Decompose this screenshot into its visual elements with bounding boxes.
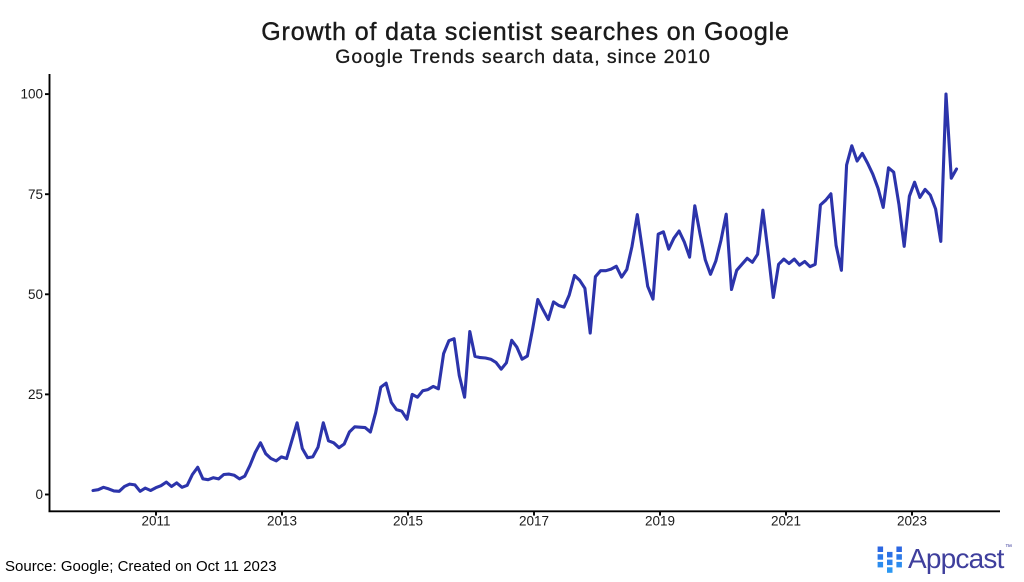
svg-text:25: 25 xyxy=(28,387,43,402)
svg-text:2021: 2021 xyxy=(771,514,801,529)
svg-text:2013: 2013 xyxy=(267,514,297,529)
svg-text:50: 50 xyxy=(28,287,43,302)
svg-text:2015: 2015 xyxy=(393,514,423,529)
svg-text:2023: 2023 xyxy=(897,514,927,529)
svg-text:2017: 2017 xyxy=(519,514,549,529)
svg-text:100: 100 xyxy=(20,87,43,102)
svg-text:2011: 2011 xyxy=(141,514,170,529)
svg-text:75: 75 xyxy=(28,187,43,202)
svg-text:0: 0 xyxy=(35,487,43,502)
svg-text:2019: 2019 xyxy=(645,514,675,529)
